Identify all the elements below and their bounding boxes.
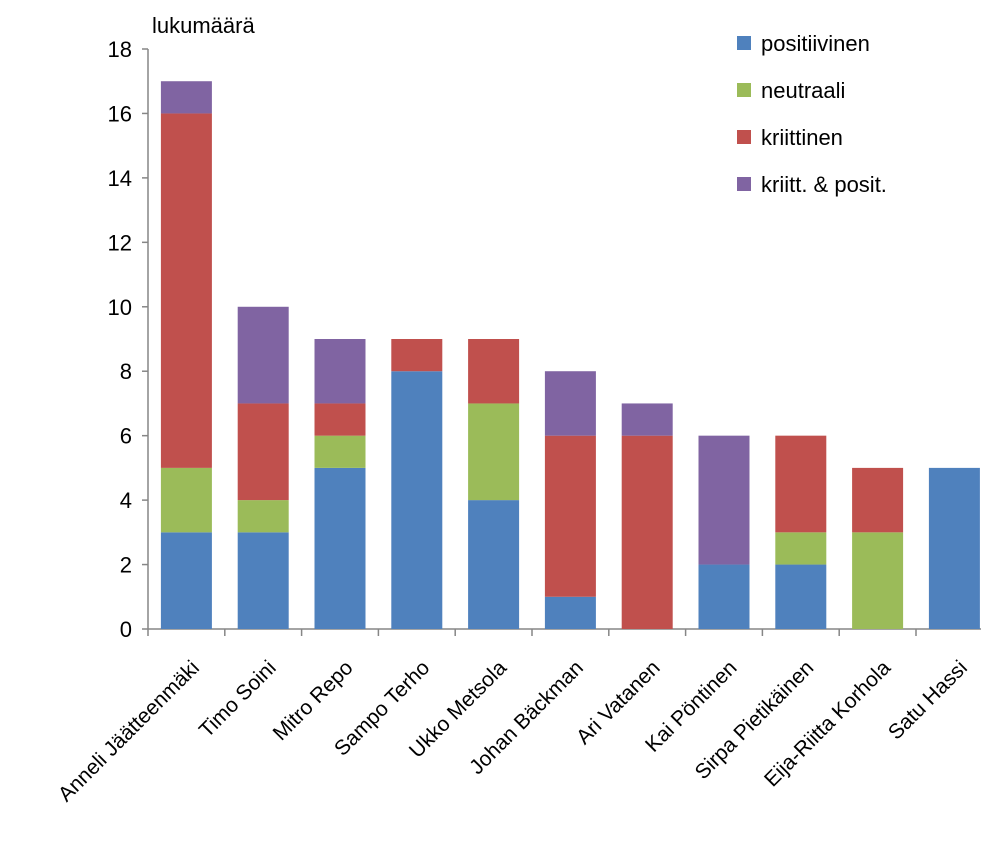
y-tick-label: 8 (120, 359, 132, 384)
y-tick-label: 18 (108, 37, 132, 62)
bar-segment (468, 403, 520, 501)
bar-segment (468, 500, 520, 629)
bar-segment (160, 467, 212, 533)
bar-segment (852, 467, 904, 533)
bar-segment (237, 532, 289, 629)
category-label: Eija-Riitta Korhola (760, 656, 895, 791)
y-tick-label: 6 (120, 424, 132, 449)
y-axis-label: lukumäärä (152, 13, 255, 38)
y-tick-label: 12 (108, 230, 132, 255)
legend-swatch (737, 36, 751, 50)
y-tick-label: 4 (120, 488, 132, 513)
bar-segment (698, 435, 750, 565)
legend-label: neutraali (761, 78, 845, 103)
legend-swatch (737, 130, 751, 144)
legend-label: kriittinen (761, 125, 843, 150)
bar-segment (775, 435, 827, 533)
legend-label: positiivinen (761, 31, 870, 56)
legend-swatch (737, 83, 751, 97)
category-label: Satu Hassi (884, 656, 972, 744)
category-label: Anneli Jäätteenmäki (54, 656, 204, 806)
legend-label: kriitt. & posit. (761, 172, 887, 197)
bar-segment (544, 435, 596, 597)
bar-segment (160, 113, 212, 468)
legend-swatch (737, 177, 751, 191)
bar-segment (237, 500, 289, 533)
y-tick-label: 2 (120, 553, 132, 578)
bar-segment (237, 403, 289, 501)
bar-segment (928, 467, 980, 629)
bar-segment (852, 532, 904, 629)
bar-segment (698, 564, 750, 629)
bar-segment (160, 532, 212, 629)
bar-segment (621, 435, 673, 629)
bar-segment (468, 339, 520, 404)
bar-segment (314, 339, 366, 404)
y-tick-label: 14 (108, 166, 132, 191)
bar-segment (544, 371, 596, 436)
bar-segment (391, 339, 443, 372)
bar-segment (544, 596, 596, 629)
bar-segment (775, 532, 827, 565)
bar-segment (621, 403, 673, 436)
y-tick-label: 16 (108, 101, 132, 126)
bar-segment (391, 371, 443, 629)
bar-segment (314, 435, 366, 468)
bar-segment (314, 403, 366, 436)
bar-segment (775, 564, 827, 629)
axes: 0 2 4 6 8 10 12 14 16 18 (108, 37, 981, 642)
bars (160, 81, 980, 629)
y-tick-label: 10 (108, 295, 132, 320)
y-tick-label: 0 (120, 617, 132, 642)
bar-segment (160, 81, 212, 114)
bar-segment (237, 306, 289, 404)
legend: positiivinen neutraali kriittinen kriitt. &… (737, 31, 887, 197)
bar-segment (314, 467, 366, 629)
